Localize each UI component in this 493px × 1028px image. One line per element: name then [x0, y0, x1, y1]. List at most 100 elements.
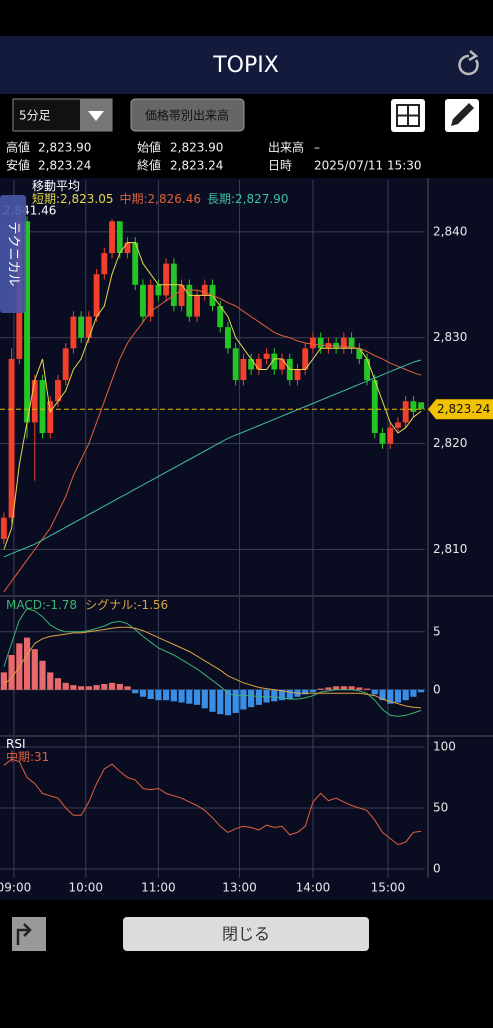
candle-body: [402, 401, 409, 423]
histogram-bar: [155, 689, 162, 701]
legend: 移動平均: [32, 179, 80, 193]
histogram-bar: [371, 689, 378, 695]
candle-body: [78, 316, 85, 338]
candle-body: [395, 422, 401, 428]
histogram-bar: [116, 683, 123, 690]
back-button[interactable]: [12, 917, 46, 951]
candle-body: [201, 284, 208, 296]
candle-body: [379, 433, 386, 444]
candle-body: [31, 380, 38, 423]
series-line: [3, 359, 422, 558]
histogram-bar: [132, 689, 139, 694]
histogram-bar: [240, 689, 247, 710]
legend-name: 中期:: [119, 191, 147, 206]
histogram-bar: [163, 689, 170, 701]
candle-body: [178, 284, 185, 306]
refresh-button[interactable]: [458, 50, 479, 76]
candle-body: [85, 316, 92, 338]
candle-body: [132, 242, 139, 285]
low-label: 安値: [6, 158, 30, 173]
y-tick-label: 2,840: [433, 224, 467, 238]
candle-body: [410, 401, 417, 412]
histogram-bar: [379, 689, 386, 701]
histogram-bar: [217, 689, 224, 715]
y-tick-label: 0: [433, 861, 441, 875]
histogram-bar: [248, 689, 255, 708]
candle-body: [8, 358, 15, 518]
histogram-bar: [186, 689, 193, 704]
high-label: 高値: [6, 140, 30, 155]
candle-body: [109, 221, 115, 254]
histogram-bar: [47, 672, 54, 690]
y-tick-label: 2,820: [433, 436, 467, 450]
histogram-bar: [23, 637, 31, 690]
histogram-bar: [232, 689, 239, 713]
histogram-bar: [348, 686, 355, 690]
legend-value: 2,826.46: [148, 192, 201, 206]
candle-body: [217, 305, 224, 328]
candle-body: [155, 284, 162, 296]
histogram-bar: [70, 685, 77, 690]
close-button[interactable]: 閉じる: [123, 917, 369, 951]
candle-body: [24, 221, 30, 423]
x-tick-label: 09:00: [0, 881, 31, 895]
series-line: [3, 626, 422, 709]
candle-body: [279, 358, 285, 370]
candle-body: [93, 274, 100, 317]
histogram-bar: [139, 689, 147, 697]
x-tick-label: 13:00: [222, 881, 257, 895]
legend: MACD:-1.78 シグナル:-1.56: [6, 598, 168, 612]
candle-body: [55, 380, 61, 402]
histogram-bar: [255, 689, 262, 705]
legend: 中期:31: [6, 749, 49, 764]
histogram-bar: [263, 689, 270, 703]
candle-body: [0, 517, 7, 539]
series-line: [3, 289, 422, 593]
histogram-bar: [85, 686, 92, 690]
candle-body: [147, 284, 154, 317]
histogram-bar: [309, 689, 317, 693]
histogram-bar: [317, 688, 324, 690]
histogram-bar: [325, 687, 332, 690]
candle-body: [333, 343, 340, 349]
histogram-bar: [54, 678, 62, 690]
histogram-bar: [271, 689, 278, 702]
legend-name: 長期:: [207, 192, 235, 206]
last-price-label: 2,823.24: [437, 402, 490, 416]
histogram-bar: [356, 687, 363, 690]
histogram-bar: [209, 689, 216, 712]
button-bg: [130, 98, 245, 132]
technical-tab[interactable]: テクニカル: [0, 195, 26, 313]
candle-body: [62, 348, 69, 381]
volume-profile-button[interactable]: 価格帯別出来高: [130, 98, 245, 132]
candle-body: [194, 295, 200, 317]
y-tick-label: 2,830: [433, 330, 467, 344]
overlay: 2,8102,8202,8302,8402,823.242,841.46移動平均…: [0, 179, 493, 895]
draw-button[interactable]: [445, 99, 479, 132]
histogram-bar: [333, 686, 340, 690]
histogram-bar: [302, 689, 309, 695]
chart-background: [0, 178, 493, 900]
candle-body: [232, 348, 239, 381]
histogram-bar: [62, 682, 69, 690]
candle-body: [124, 242, 131, 254]
candle-body: [310, 337, 316, 349]
legend-value: 2,823.05: [60, 192, 113, 206]
candle-body: [387, 427, 394, 444]
histogram-bar: [78, 686, 85, 690]
candle-body: [302, 348, 309, 370]
histogram-bar: [193, 689, 201, 705]
legend: RSI: [6, 737, 26, 751]
y-tick-label: 50: [433, 800, 448, 814]
tab-bg: [0, 195, 26, 313]
candle-body: [225, 327, 231, 349]
last-price-tag: [428, 399, 493, 420]
histogram-bar: [8, 654, 15, 690]
interval-dropdown[interactable]: 5分足: [12, 98, 113, 132]
layout-button[interactable]: [391, 99, 425, 132]
datetime-value: 2025/07/11 15:30: [314, 159, 422, 173]
histogram-bar: [402, 689, 409, 701]
legend-value: -1.78: [46, 598, 77, 612]
quote-info: 高値 2,823.90 始値 2,823.90 出来高 – 安値 2,823.2…: [6, 140, 422, 173]
